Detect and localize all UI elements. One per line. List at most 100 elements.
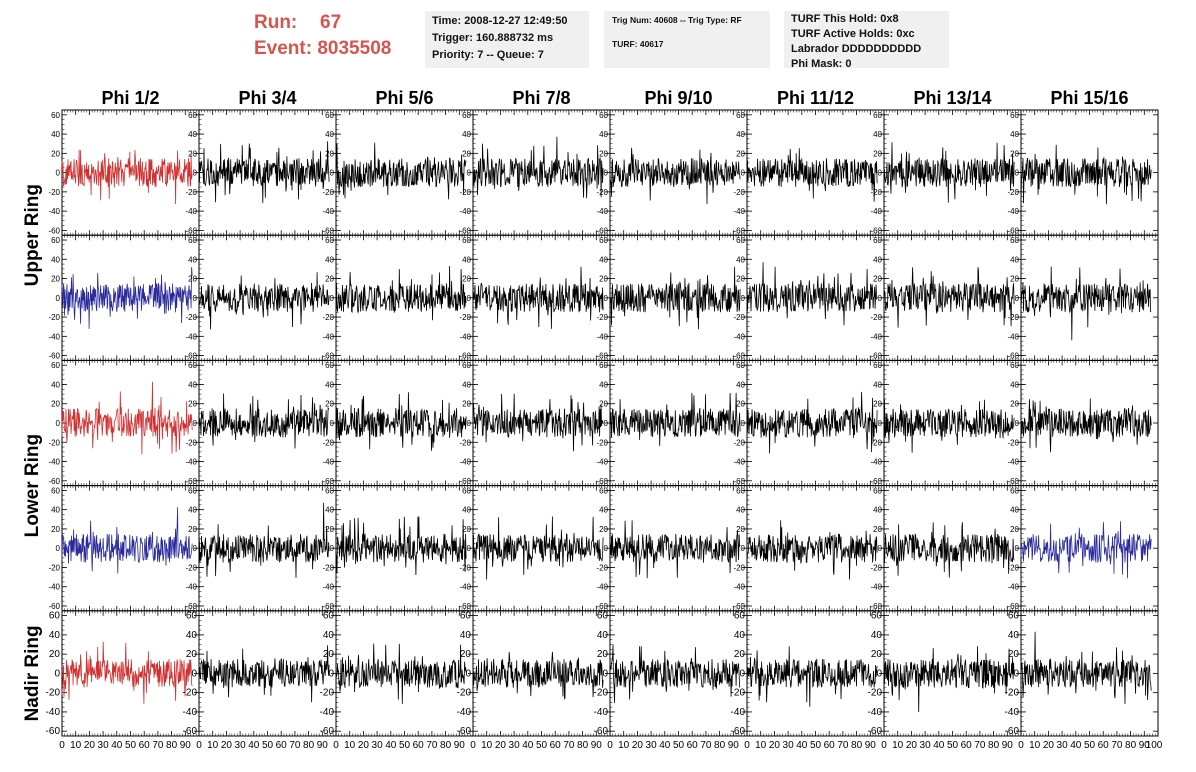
waveform-trace [198, 502, 330, 578]
column-title: Phi 15/16 [1050, 88, 1128, 108]
y-tick-label: 20 [462, 525, 471, 534]
y-tick-label: 60 [873, 236, 882, 245]
y-tick-label: 20 [1010, 525, 1019, 534]
y-tick-label: -60 [596, 602, 608, 611]
y-tick-label: 0 [878, 294, 883, 303]
waveform-trace [883, 399, 1015, 453]
y-tick-label: -20 [1007, 313, 1019, 322]
y-tick-label: 20 [51, 525, 60, 534]
y-tick-label: 0 [878, 419, 883, 428]
column-title: Phi 7/8 [512, 88, 570, 108]
y-tick-label: 20 [1010, 149, 1019, 158]
y-tick-label: 20 [51, 275, 60, 284]
y-tick-label: -40 [596, 458, 608, 467]
y-tick-label: 0 [56, 544, 61, 553]
y-tick-label: -20 [596, 188, 608, 197]
y-tick-label: 40 [736, 380, 745, 389]
y-tick-label: -60 [733, 352, 745, 361]
y-tick-label: -60 [733, 602, 745, 611]
waveform-panel: -60 -40 -20 0 20 40 60 [322, 109, 474, 236]
y-tick-label: -40 [596, 583, 608, 592]
waveform-panel: -60 -40 -20 0 20 40 60 [1007, 485, 1159, 612]
y-tick-label: -20 [459, 563, 471, 572]
y-tick-label: -20 [185, 563, 197, 572]
y-tick-label: 40 [1010, 506, 1019, 515]
y-tick-label: 60 [462, 111, 471, 120]
y-tick-label: -60 [48, 477, 60, 486]
y-tick-label: 60 [325, 361, 334, 370]
panel-frame [883, 109, 1022, 236]
y-tick-label: -40 [48, 458, 60, 467]
y-tick-label: 40 [188, 380, 197, 389]
y-tick-label: 60 [49, 611, 61, 622]
y-tick-label: 40 [188, 130, 197, 139]
y-tick-label: 40 [325, 380, 334, 389]
waveform-panel: -60 -40 -20 0 20 40 60 [1007, 234, 1159, 361]
y-tick-label: 20 [462, 400, 471, 409]
y-tick-label: -40 [322, 207, 334, 216]
waveform-panel: -60 -40 -20 0 20 40 60 [48, 485, 200, 612]
y-tick-label: 40 [325, 255, 334, 264]
y-tick-label: -40 [48, 332, 60, 341]
y-tick-label: -60 [322, 477, 334, 486]
waveform-trace [1020, 521, 1152, 579]
y-tick-label: 20 [736, 149, 745, 158]
y-tick-label: -20 [322, 313, 334, 322]
y-tick-label: -20 [870, 438, 882, 447]
waveform-trace [883, 267, 1015, 328]
y-tick-label: 60 [736, 486, 745, 495]
waveform-trace [1020, 144, 1152, 205]
column-title: Phi 13/14 [913, 88, 991, 108]
y-tick-label: -20 [870, 563, 882, 572]
y-tick-label: -40 [596, 207, 608, 216]
waveform-trace [198, 141, 330, 204]
waveform-panel: -60 -40 -20 0 20 40 60 [46, 610, 200, 737]
y-tick-label: -20 [459, 438, 471, 447]
y-tick-label: 0 [741, 419, 746, 428]
y-tick-label: 20 [873, 275, 882, 284]
y-tick-label: -40 [596, 332, 608, 341]
waveform-trace [1020, 398, 1152, 453]
y-tick-label: 20 [49, 649, 61, 660]
waveform-trace [472, 516, 604, 580]
y-tick-label: 60 [599, 486, 608, 495]
y-tick-label: 0 [741, 169, 746, 178]
waveform-trace [883, 522, 1015, 578]
y-tick-label: 40 [599, 130, 608, 139]
waveform-panel: -60 -40 -20 0 20 40 60 [596, 109, 748, 236]
y-tick-label: 0 [330, 419, 335, 428]
y-tick-label: -20 [185, 313, 197, 322]
y-tick-label: -60 [322, 602, 334, 611]
y-tick-label: 20 [736, 275, 745, 284]
y-tick-label: 40 [462, 380, 471, 389]
y-tick-label: 0 [193, 544, 198, 553]
y-tick-label: 20 [599, 400, 608, 409]
y-tick-label: -20 [48, 313, 60, 322]
y-tick-label: 40 [325, 130, 334, 139]
y-tick-label: 20 [188, 525, 197, 534]
y-tick-label: 0 [467, 419, 472, 428]
waveform-panel: -60 -40 -20 0 20 40 60 [185, 109, 337, 236]
y-tick-label: -60 [596, 477, 608, 486]
turf-active-holds-text: TURF Active Holds: 0xc [791, 28, 915, 40]
y-tick-label: 60 [188, 486, 197, 495]
run-line: Run: 67 [254, 10, 414, 36]
y-tick-label: 20 [873, 525, 882, 534]
waveform-trace [746, 391, 878, 454]
y-tick-label: 40 [873, 506, 882, 515]
y-tick-label: -20 [596, 563, 608, 572]
row-label: Lower Ring [22, 434, 43, 537]
y-tick-label: -40 [322, 332, 334, 341]
waveform-trace [335, 142, 467, 200]
y-tick-label: -60 [596, 352, 608, 361]
turf-this-hold-text: TURF This Hold: 0x8 [791, 13, 899, 25]
y-tick-label: -60 [870, 226, 882, 235]
y-tick-label: 20 [599, 149, 608, 158]
y-tick-label: 40 [462, 506, 471, 515]
y-tick-label: 0 [467, 544, 472, 553]
y-tick-label: 0 [604, 544, 609, 553]
y-tick-label: 20 [599, 275, 608, 284]
run-value: 67 [320, 12, 342, 33]
y-tick-label: 0 [1015, 169, 1020, 178]
y-tick-label: -40 [185, 583, 197, 592]
